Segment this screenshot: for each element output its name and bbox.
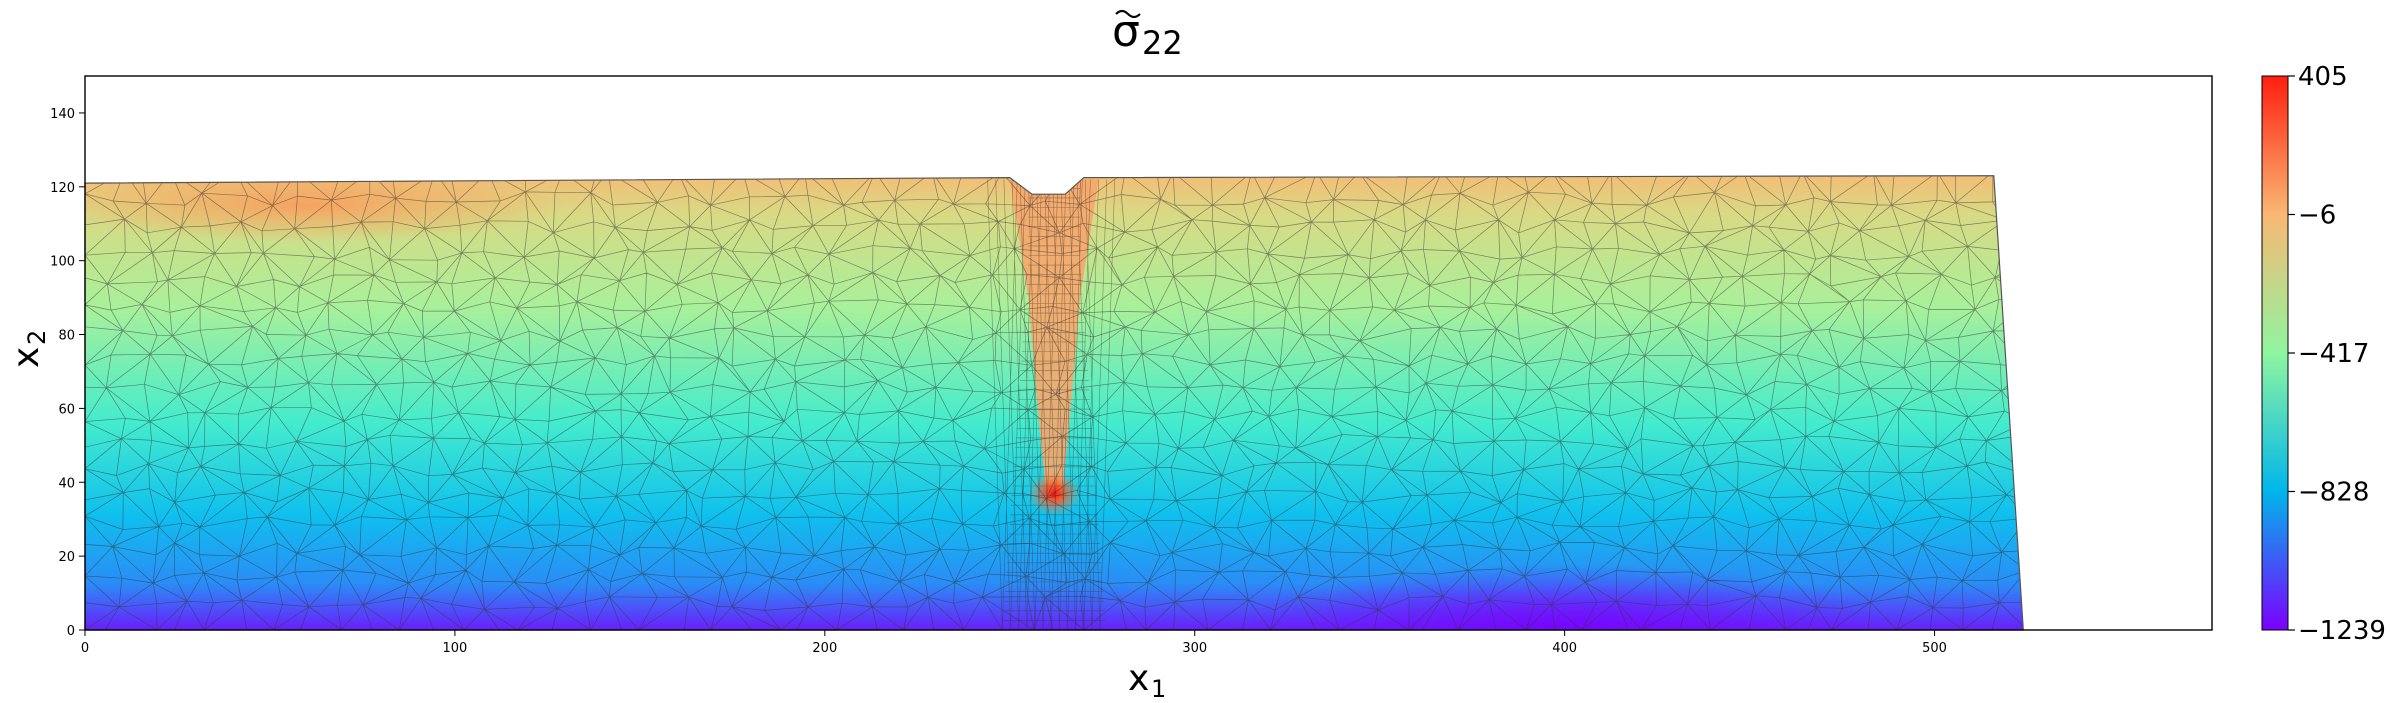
ylabel-subscript: 2	[23, 330, 51, 345]
y-tick-label: 120	[50, 181, 75, 196]
axes-frame	[84, 75, 2213, 631]
x-axis-ticks: 0 100 200 300 400 500	[81, 630, 1947, 656]
y-axis-label: x 2	[6, 330, 51, 368]
ylabel-base: x	[6, 347, 47, 368]
stress-field	[85, 175, 2024, 630]
mesh-refined-notch	[987, 179, 1116, 630]
mesh-lines	[85, 175, 2024, 630]
y-tick-label: 0	[67, 624, 75, 639]
colorbar-ticks: 405 −6 −417 −828 −1239	[2288, 62, 2386, 646]
title-subscript: 22	[1142, 24, 1183, 62]
y-tick-label: 20	[58, 550, 75, 565]
y-tick-label: 60	[58, 402, 75, 417]
top-band-left	[85, 175, 566, 243]
x-tick-label: 300	[1182, 641, 1207, 656]
y-tick-label: 100	[50, 255, 75, 270]
colorbar-tick-label: −1239	[2298, 616, 2386, 646]
y-tick-label: 140	[50, 107, 75, 122]
y-tick-label: 40	[58, 476, 75, 491]
x-axis-label: x 1	[1128, 658, 1166, 703]
chart-title: σ 22	[1112, 6, 1183, 62]
x-tick-label: 200	[812, 641, 837, 656]
y-axis-ticks: 0 20 40 60 80 100 120 140	[50, 107, 85, 639]
colorbar-tick-label: 405	[2298, 62, 2348, 92]
fe-mesh	[85, 175, 2024, 630]
domain-outline	[84, 175, 2024, 631]
colorbar-tick-label: −6	[2298, 201, 2336, 231]
x-tick-label: 100	[442, 641, 467, 656]
x-tick-label: 0	[81, 641, 89, 656]
y-tick-label: 80	[58, 329, 75, 344]
xlabel-subscript: 1	[1151, 675, 1166, 703]
xlabel-base: x	[1128, 658, 1149, 699]
title-tilde	[1115, 9, 1141, 19]
x-tick-label: 500	[1922, 641, 1947, 656]
x-tick-label: 400	[1552, 641, 1577, 656]
colorbar-tick-label: −417	[2298, 339, 2369, 369]
minimum-region	[1231, 563, 1898, 630]
colorbar	[2261, 75, 2289, 631]
colorbar-tick-label: −828	[2298, 478, 2369, 508]
